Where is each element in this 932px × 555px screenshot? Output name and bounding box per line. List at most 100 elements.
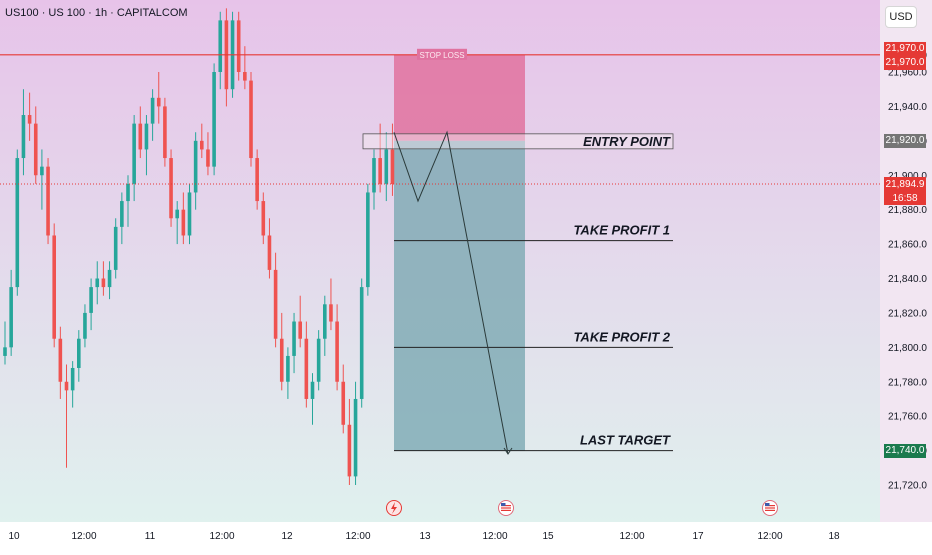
candle-body [292,321,296,356]
candle [273,252,278,348]
price-tick-label: 21,780.0 [888,377,927,388]
currency-button[interactable]: USD [885,6,917,28]
candle-body [113,226,118,270]
candle-body [279,338,284,382]
candle-body [33,123,38,176]
candle [21,89,26,176]
candle [150,89,155,141]
symbol-title[interactable]: US100 · US 100 · 1h · CAPITALCOM [5,7,188,19]
candle [249,72,253,167]
candle [101,261,106,296]
target-label: TAKE PROFIT 2 [573,329,670,344]
candle [107,261,112,300]
candle-body [372,158,376,193]
candle [298,295,302,348]
price-axis-background [880,0,932,522]
price-tick-label: 21,720.0 [888,481,927,492]
candle-body [95,278,100,288]
candle-body [156,97,161,107]
us-flag-event-icon [498,500,514,516]
candle-body [298,321,302,339]
candle [15,149,20,296]
time-tick-label: 15 [542,531,554,542]
price-tick-label: 21,940.0 [888,102,927,113]
candle-body [384,149,389,184]
candle-body [150,97,155,124]
candle-body [21,115,26,159]
price-tick-label: 21,800.0 [888,343,927,354]
candle [46,158,50,245]
projected-path-arrowhead [503,447,513,455]
candle-body [378,158,382,184]
time-tick-label: 12:00 [482,531,507,542]
candle-body [144,123,149,150]
candle [52,223,56,348]
candle [335,304,339,391]
candle [267,218,272,279]
projected-path [393,130,509,455]
candle-body [212,72,216,167]
candle [236,11,241,81]
candle-body [193,140,198,193]
candle-body [341,381,346,425]
candle [70,361,75,408]
candle-body [249,80,253,159]
target-label: LAST TARGET [580,433,671,448]
candle-body [243,72,247,81]
candle-body [46,166,50,236]
candle [212,63,216,176]
candlestick-series [3,8,395,485]
price-axis-label: 21,894.9 [884,177,926,192]
candle [40,149,44,210]
price-tick-label: 21,960.0 [888,68,927,79]
candle-body [390,149,395,185]
stop-loss-label-bg [417,48,467,60]
candle [138,106,143,159]
price-axis-label-stop: 21,970.0 [884,55,926,70]
candle-body [236,20,241,72]
candle-body [218,20,223,72]
stop-loss-zone [394,54,525,141]
candle-body [58,338,63,382]
candle [255,149,259,210]
candle [316,330,321,391]
entry-point-box [362,133,674,150]
time-tick-label: 17 [692,531,704,542]
candle [347,398,352,485]
price-axis-label: 21,970.0 [884,41,926,56]
time-tick-label: 12:00 [209,531,234,542]
candle-body [206,149,210,167]
time-tick-label: 10 [8,531,20,542]
candle-body [286,355,290,382]
candle [77,330,81,382]
candle [175,201,179,245]
candle [132,115,136,202]
candle-body [347,424,352,477]
candle-body [64,381,69,391]
candle [304,321,309,408]
candle-body [27,115,32,124]
time-tick-label: 12:00 [345,531,370,542]
candle-body [15,158,20,288]
candle-body [335,321,339,382]
candle [261,192,266,245]
us-flag-event-icon [762,500,778,516]
candle-body [132,123,136,184]
candle-body [181,209,186,236]
candle-body [359,287,364,399]
candle [169,149,173,227]
candle-body [273,269,278,339]
candle-body [255,158,259,202]
price-axis-label: 16:58 [884,191,926,206]
candle [341,364,346,434]
candle [126,175,130,227]
candle-body [77,338,81,368]
lightning-icon [386,500,402,516]
candle [378,123,382,193]
candle [187,183,192,245]
candle-body [126,183,130,202]
candle [359,278,364,408]
candle [83,304,87,348]
candle [163,97,167,167]
